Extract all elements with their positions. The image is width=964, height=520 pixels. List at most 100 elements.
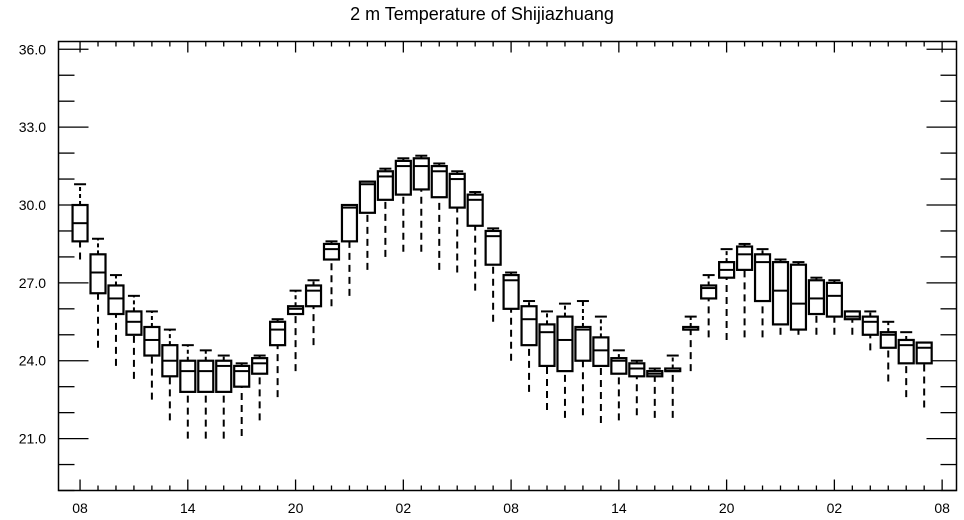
iqr-box: [179, 359, 197, 393]
y-tick-label: 27.0: [19, 275, 46, 291]
iqr-box: [843, 310, 861, 321]
box-item: [340, 203, 359, 296]
box-item: [574, 300, 592, 416]
box-item: [538, 310, 556, 411]
iqr-box: [286, 305, 305, 316]
box-item: [466, 191, 484, 291]
iqr-box: [197, 359, 215, 393]
iqr-box: [789, 263, 808, 331]
x-tick-label: 20: [288, 500, 304, 516]
box-item: [448, 170, 466, 273]
iqr-box: [861, 315, 879, 336]
iqr-box: [753, 253, 772, 303]
box-item: [628, 359, 646, 416]
iqr-box: [448, 172, 466, 209]
x-tick-label: 14: [611, 500, 627, 516]
box-item: [376, 167, 394, 257]
y-tick-label: 33.0: [19, 119, 46, 135]
box-item: [915, 341, 933, 408]
box-item: [286, 289, 305, 372]
box-item: [861, 310, 879, 351]
iqr-box: [358, 180, 377, 214]
x-axis: 08 14 20 02 08 14 20 02 08: [72, 41, 950, 516]
box-item: [322, 240, 341, 307]
box-item: [735, 242, 754, 338]
box-item: [556, 302, 574, 418]
box-item: [825, 279, 843, 335]
box-item: [251, 354, 269, 421]
plot-frame: [57, 40, 958, 492]
box-item: [718, 248, 736, 340]
box-item: [233, 362, 251, 436]
iqr-box: [412, 157, 430, 191]
iqr-box: [394, 159, 412, 196]
box-item: [430, 162, 448, 270]
y-tick-label: 21.0: [19, 431, 46, 447]
box-item: [646, 367, 664, 418]
iqr-box: [538, 323, 556, 368]
box-series: [71, 154, 933, 439]
x-tick-label: 08: [72, 500, 88, 516]
iqr-box: [574, 325, 592, 362]
box-item: [807, 276, 826, 335]
box-item: [394, 157, 412, 252]
iqr-box: [143, 325, 161, 357]
iqr-box: [735, 245, 754, 271]
box-item: [520, 300, 538, 392]
box-item: [682, 315, 700, 372]
iqr-box: [592, 336, 610, 368]
iqr-box: [107, 284, 125, 316]
x-tick-label: 02: [827, 500, 843, 516]
box-item: [484, 227, 502, 322]
iqr-box: [610, 357, 628, 375]
box-item: [843, 310, 861, 335]
iqr-box: [502, 273, 520, 310]
y-axis: 36.0 33.0 30.0 27.0 24.0 21.0: [19, 41, 957, 492]
box-item: [592, 315, 610, 424]
box-item: [71, 183, 89, 260]
iqr-box: [520, 305, 538, 347]
iqr-box: [125, 310, 143, 336]
iqr-box: [322, 242, 341, 261]
box-item: [143, 310, 161, 400]
box-item: [610, 349, 628, 421]
y-tick-label: 36.0: [19, 41, 46, 57]
box-item: [771, 258, 790, 335]
iqr-box: [915, 341, 933, 365]
box-item: [789, 261, 808, 335]
box-item: [358, 180, 377, 270]
chart-title: 2 m Temperature of Shijiazhuang: [350, 4, 614, 24]
box-item: [161, 328, 179, 421]
iqr-box: [376, 170, 394, 201]
iqr-box: [628, 362, 646, 378]
x-tick-label: 08: [503, 500, 519, 516]
iqr-box: [269, 320, 287, 347]
iqr-box: [430, 164, 448, 199]
iqr-box: [879, 331, 897, 349]
box-item: [753, 248, 772, 338]
iqr-box: [340, 203, 359, 243]
box-item: [179, 344, 197, 439]
iqr-box: [466, 193, 484, 227]
box-item: [89, 237, 107, 348]
x-tick-label: 08: [934, 500, 950, 516]
iqr-box: [233, 364, 251, 388]
box-item: [107, 274, 125, 366]
box-item: [269, 318, 287, 398]
box-item: [304, 279, 323, 346]
box-item: [879, 320, 897, 382]
iqr-box: [484, 229, 502, 266]
iqr-box: [807, 279, 826, 316]
iqr-box: [556, 315, 574, 373]
x-tick-label: 14: [180, 500, 196, 516]
y-tick-label: 30.0: [19, 197, 46, 213]
box-item: [215, 354, 233, 439]
y-tick-label: 24.0: [19, 353, 46, 369]
iqr-box: [215, 359, 233, 393]
iqr-box: [897, 338, 915, 365]
iqr-box: [251, 357, 269, 375]
x-tick-label: 20: [719, 500, 735, 516]
box-item: [897, 331, 915, 398]
iqr-box: [825, 281, 843, 318]
